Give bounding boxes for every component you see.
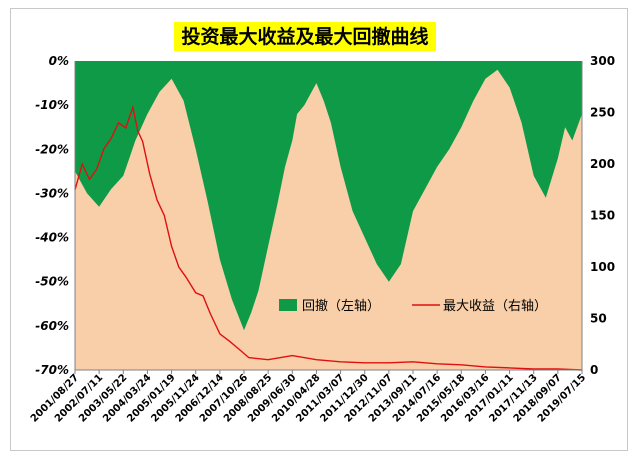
y-left-tick-label: -50%	[35, 275, 69, 289]
max-return-line-series	[74, 104, 583, 371]
legend: 回撤（左轴） 最大收益（右轴）	[279, 298, 547, 314]
chart-frame: 投资最大收益及最大回撤曲线 0% -10% -20% -30% -40% -50% -60%…	[10, 8, 628, 451]
plot-area	[74, 61, 583, 371]
y-right-tick-label: 300	[590, 54, 615, 68]
y-right-tick-label: 200	[590, 157, 615, 171]
legend-drawdown-label: 回撤（左轴）	[302, 298, 380, 314]
title-box	[174, 22, 436, 51]
y-right-tick-label: 0	[590, 363, 598, 377]
legend-drawdown-swatch	[279, 299, 297, 311]
y-right-tick-label: 100	[590, 260, 615, 274]
y-left-tick-label: -30%	[35, 186, 69, 200]
y-left-tick-label: -60%	[35, 319, 69, 333]
y-left-tick-label: 0%	[49, 54, 69, 68]
y-right-tick-label: 250	[590, 106, 615, 120]
y-right-tick-label: 150	[590, 209, 615, 223]
y-left-tick-label: -20%	[35, 142, 69, 156]
drawdown-area-series	[75, 61, 582, 331]
y-left-tick-label: -70%	[35, 363, 69, 377]
y-right-tick-label: 50	[590, 312, 607, 326]
chart-svg: 投资最大收益及最大回撤曲线 0% -10% -20% -30% -40% -50% -60%…	[29, 22, 615, 425]
y-left-tick-label: -40%	[35, 231, 69, 245]
y-left-tick-label: -10%	[35, 98, 69, 112]
chart-title: 投资最大收益及最大回撤曲线	[181, 25, 428, 48]
legend-max-return-label: 最大收益（右轴）	[443, 299, 547, 314]
